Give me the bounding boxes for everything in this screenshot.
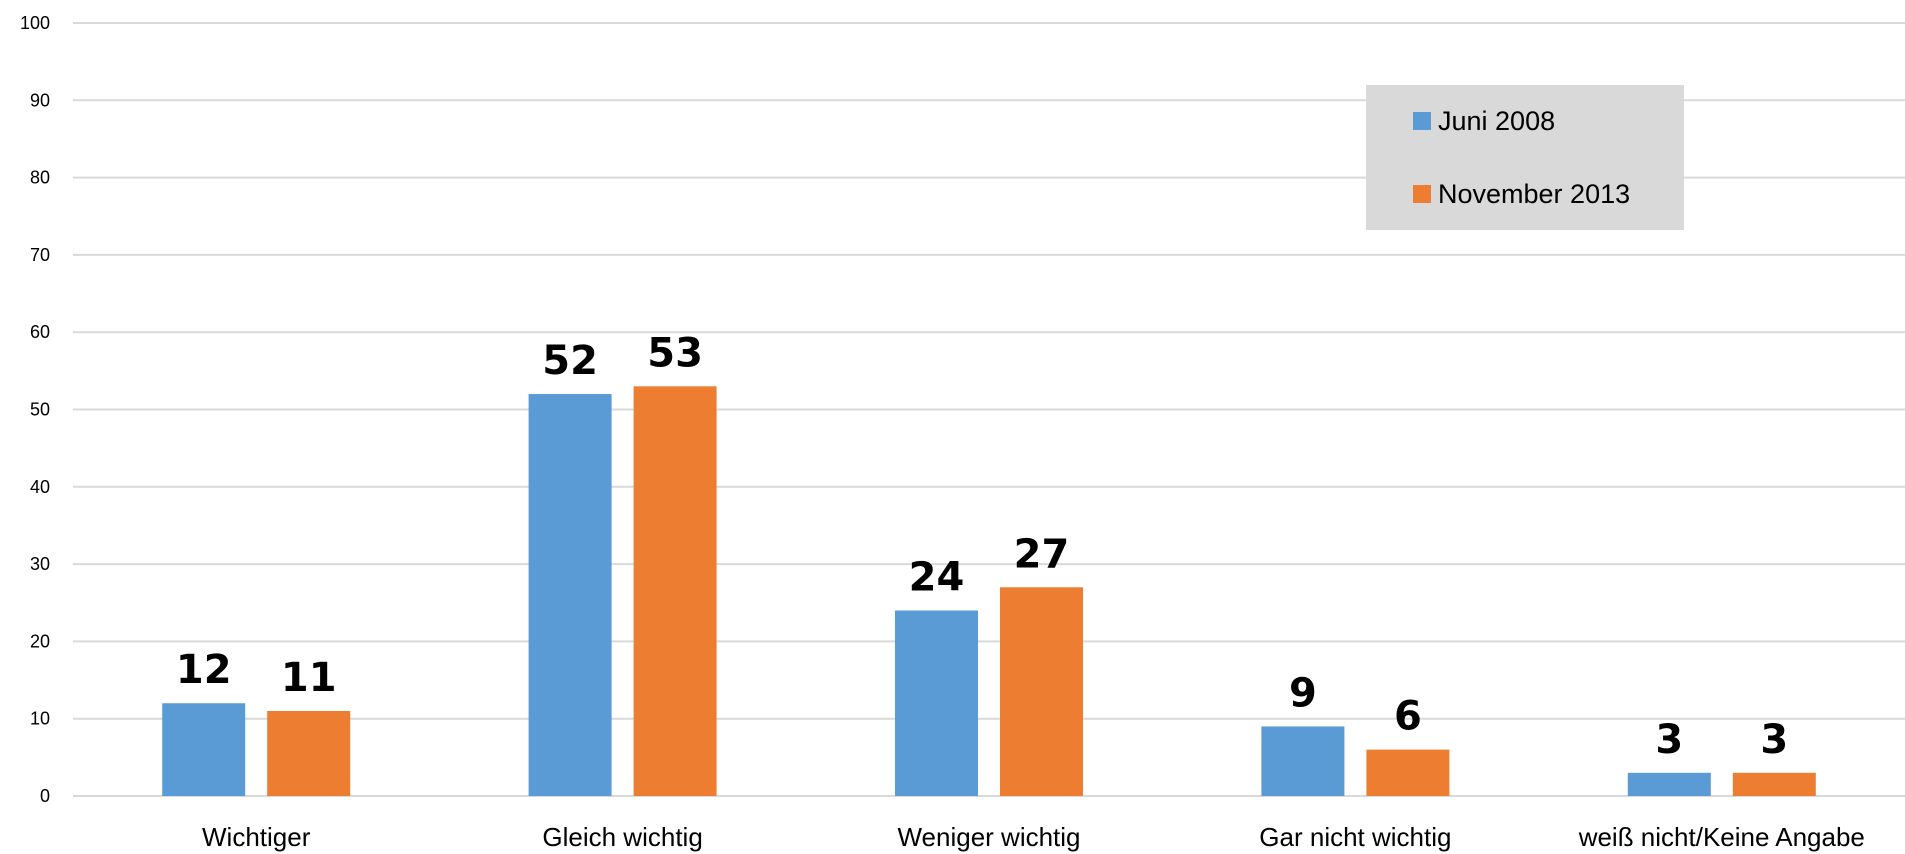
y-tick-label: 30 [30, 554, 50, 574]
legend-entry: Juni 2008 [1438, 106, 1555, 136]
data-label: 3 [1760, 717, 1788, 763]
data-label: 6 [1394, 694, 1422, 740]
y-tick-label: 20 [30, 631, 50, 651]
bar [1732, 772, 1816, 796]
legend-entry: November 2013 [1438, 179, 1630, 209]
bar [1627, 772, 1711, 796]
y-tick-label: 10 [30, 709, 50, 729]
bar [267, 710, 351, 796]
data-label: 27 [1014, 531, 1070, 577]
x-axis-categories: Wichtiger Gleich wichtig Weniger wichtig Ga… [202, 822, 1865, 852]
y-axis-ticks: 0 10 20 30 40 50 60 70 80 90 100 [20, 13, 50, 806]
data-label: 9 [1289, 670, 1317, 716]
data-label: 52 [542, 338, 598, 384]
data-label: 24 [909, 554, 965, 600]
y-tick-label: 80 [30, 168, 50, 188]
data-label: 53 [647, 330, 703, 376]
legend: Juni 2008 November 2013 [1366, 85, 1684, 230]
bar [633, 386, 717, 796]
category-label: Wichtiger [202, 822, 311, 852]
category-label: weiß nicht/Keine Angabe [1578, 822, 1865, 852]
legend-swatch [1413, 112, 1431, 130]
y-tick-label: 0 [40, 786, 50, 806]
data-labels: 12 11 52 53 24 27 9 6 3 3 [176, 330, 1788, 763]
y-tick-label: 40 [30, 477, 50, 497]
legend-swatch [1413, 185, 1431, 203]
bar [1000, 587, 1083, 796]
legend-box [1366, 85, 1684, 230]
category-label: Weniger wichtig [897, 822, 1080, 852]
data-label: 11 [281, 655, 337, 701]
data-label: 3 [1655, 717, 1683, 763]
y-tick-label: 50 [30, 400, 50, 420]
category-label: Gar nicht wichtig [1259, 822, 1451, 852]
bars [162, 386, 1816, 796]
category-label: Gleich wichtig [542, 822, 702, 852]
y-tick-label: 70 [30, 245, 50, 265]
y-tick-label: 90 [30, 90, 50, 110]
bar [895, 610, 978, 796]
y-tick-label: 60 [30, 322, 50, 342]
bar [162, 703, 246, 796]
bar [1366, 749, 1450, 796]
bar [1261, 726, 1345, 796]
y-tick-label: 100 [20, 13, 50, 33]
bar [528, 394, 612, 796]
data-label: 12 [176, 647, 232, 693]
